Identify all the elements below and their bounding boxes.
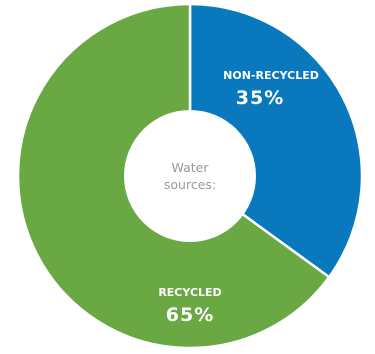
donut-hole <box>124 110 256 242</box>
center-label-line-2: sources: <box>164 177 216 192</box>
slice-non-recycled <box>188 2 364 279</box>
slice-label-non-recycled: NON-RECYCLED <box>223 69 319 82</box>
center-label-line-1: Water <box>172 160 210 175</box>
slice-value-recycled: 65% <box>166 304 214 326</box>
slice-value-non-recycled: 35% <box>236 87 284 109</box>
slice-label-recycled: RECYCLED <box>158 286 221 299</box>
